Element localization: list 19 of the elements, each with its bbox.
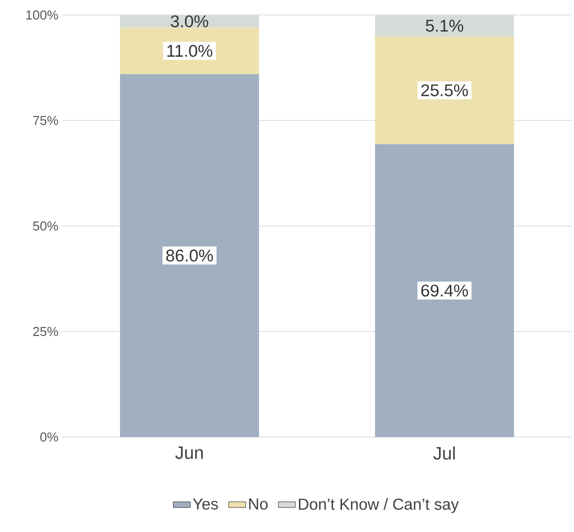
x-tick-label: Jun <box>175 446 203 460</box>
y-tick-label: 0% <box>40 432 58 442</box>
data-label: 5.1% <box>426 20 464 32</box>
y-tick-label: 75% <box>33 116 58 126</box>
bar <box>375 36 514 144</box>
data-label: 11.0% <box>167 44 212 57</box>
y-tick-label: 50% <box>33 221 58 231</box>
bar <box>375 144 514 437</box>
legend-label: No <box>249 498 268 510</box>
legend-label: Don’t Know / Can’t say <box>298 498 459 514</box>
data-label: 69.4% <box>421 284 468 297</box>
y-tick-label: 25% <box>33 326 58 336</box>
bar <box>120 74 259 437</box>
x-tick-label: Jul <box>433 446 455 460</box>
data-label: 86.0% <box>166 250 213 262</box>
data-label: 3.0% <box>170 15 208 28</box>
y-tick-label: 100% <box>26 10 58 20</box>
data-label: 25.5% <box>421 84 468 96</box>
legend-label: Yes <box>192 498 218 510</box>
